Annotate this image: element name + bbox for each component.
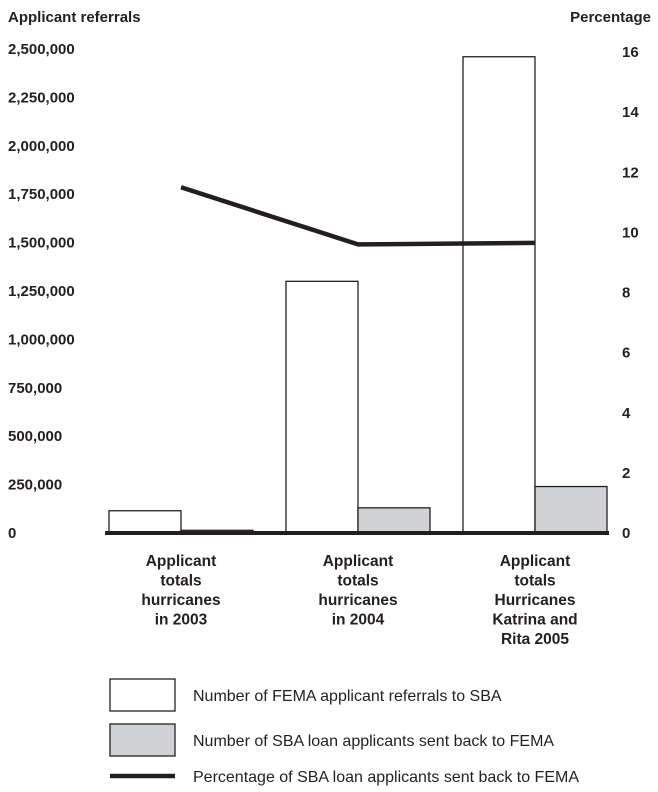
left-tick-label: 2,250,000 bbox=[8, 89, 75, 106]
category-label: Applicant totals Hurricanes Katrina and Rita… bbox=[492, 553, 577, 648]
percentage-line bbox=[180, 185, 536, 247]
left-tick-label: 1,750,000 bbox=[8, 186, 75, 203]
percentage-line-layer bbox=[180, 185, 536, 247]
bar-sent-back bbox=[357, 507, 431, 534]
category-label: Applicant totals hurricanes in 2004 bbox=[318, 553, 397, 629]
category-label-line: totals bbox=[337, 573, 378, 590]
left-tick-label: 0 bbox=[8, 525, 16, 542]
left-tick-label: 1,250,000 bbox=[8, 283, 75, 300]
right-tick-label: 12 bbox=[622, 164, 639, 181]
right-axis-title: Percentage bbox=[570, 9, 651, 26]
category-label-line: Applicant bbox=[500, 553, 571, 570]
category-label-line: Hurricanes bbox=[495, 592, 576, 609]
category-label-line: hurricanes bbox=[141, 592, 220, 609]
bars bbox=[108, 56, 608, 534]
category-label-line: totals bbox=[160, 573, 201, 590]
legend-swatch-referrals bbox=[109, 678, 176, 712]
left-tick-label: 750,000 bbox=[8, 380, 62, 397]
right-tick-label: 4 bbox=[622, 405, 631, 422]
category-label-line: hurricanes bbox=[318, 592, 397, 609]
category-label: Applicant totals hurricanes in 2003 bbox=[141, 553, 220, 629]
category-label-line: in 2003 bbox=[155, 612, 208, 629]
right-tick-label: 10 bbox=[622, 224, 639, 241]
left-axis-ticks: 0 250,000 500,000 750,000 1,000,000 1,250,000… bbox=[8, 41, 75, 542]
right-tick-label: 6 bbox=[622, 345, 630, 362]
legend-label: Number of SBA loan applicants sent back … bbox=[193, 733, 554, 750]
left-tick-label: 2,000,000 bbox=[8, 138, 75, 155]
legend: Number of FEMA applicant referrals to SB… bbox=[109, 678, 579, 786]
bar-referrals bbox=[285, 280, 359, 534]
left-tick-label: 1,000,000 bbox=[8, 331, 75, 348]
legend-swatch-sent-back bbox=[109, 723, 176, 757]
category-label-line: in 2004 bbox=[332, 612, 385, 629]
right-axis-ticks: 0 2 4 6 8 10 12 14 16 bbox=[622, 44, 639, 542]
left-tick-label: 1,500,000 bbox=[8, 235, 75, 252]
right-tick-label: 14 bbox=[622, 104, 639, 121]
left-axis-title: Applicant referrals bbox=[8, 9, 141, 26]
right-tick-label: 8 bbox=[622, 285, 630, 302]
category-label-line: Applicant bbox=[323, 553, 394, 570]
legend-label: Percentage of SBA loan applicants sent b… bbox=[193, 769, 579, 786]
category-labels: Applicant totals hurricanes in 2003Applican… bbox=[141, 553, 577, 648]
category-label-line: totals bbox=[514, 573, 555, 590]
right-tick-label: 2 bbox=[622, 465, 630, 482]
right-tick-label: 16 bbox=[622, 44, 639, 61]
bar-sent-back bbox=[534, 485, 608, 534]
left-tick-label: 2,500,000 bbox=[8, 41, 75, 58]
left-tick-label: 250,000 bbox=[8, 477, 62, 494]
bar-referrals bbox=[108, 510, 182, 534]
left-tick-label: 500,000 bbox=[8, 428, 62, 445]
category-label-line: Rita 2005 bbox=[501, 631, 569, 648]
legend-label: Number of FEMA applicant referrals to SB… bbox=[193, 688, 502, 705]
right-tick-label: 0 bbox=[622, 525, 630, 542]
category-label-line: Applicant bbox=[146, 553, 217, 570]
category-label-line: Katrina and bbox=[492, 612, 577, 629]
bar-referrals bbox=[462, 56, 536, 534]
